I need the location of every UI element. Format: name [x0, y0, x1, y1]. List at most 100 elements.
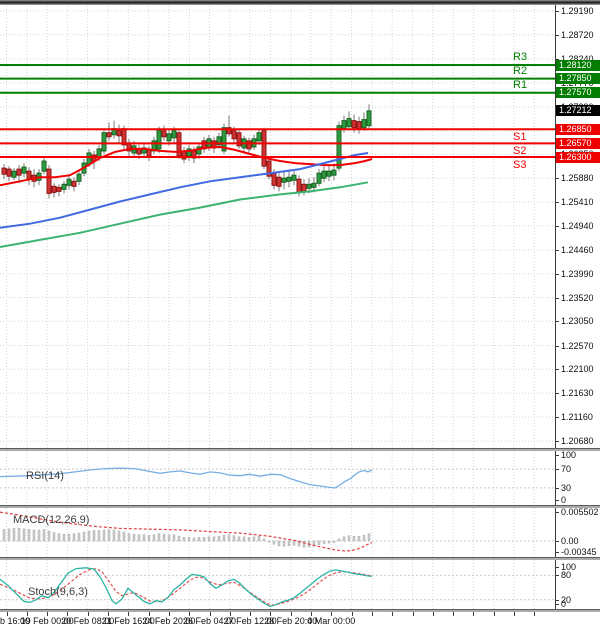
price-tick-label: 1.20680: [561, 436, 594, 447]
time-tick: [453, 612, 455, 616]
price-flag-r3: 1.28120: [556, 59, 600, 71]
time-tick: [514, 612, 515, 616]
macd-histogram-bar: [272, 540, 276, 545]
date-label: 21 Feb 16:00: [101, 616, 155, 626]
macd-histogram-bar: [332, 540, 336, 543]
macd-histogram-bar: [37, 529, 41, 542]
candle-bullish: [156, 130, 162, 150]
axis-tick: [555, 273, 559, 275]
candle-bullish: [311, 182, 317, 188]
axis-tick: [555, 250, 559, 251]
macd-histogram-bar: [217, 536, 221, 542]
macd-histogram-bar: [157, 533, 161, 542]
time-tick: [432, 612, 434, 616]
candle-bearish: [351, 120, 357, 129]
price-flag-bid: 1.27212: [556, 105, 600, 117]
candle-bearish: [246, 140, 252, 150]
time-tick: [270, 612, 272, 616]
date-label: 19 Feb 00:00: [20, 616, 74, 626]
macd-histogram-bar: [172, 534, 176, 542]
candle-bearish: [106, 132, 112, 138]
axis-tick: [555, 575, 559, 577]
stoch-axis-label: 100: [561, 562, 577, 572]
price-tick-label: 1.29190: [561, 5, 594, 16]
time-tick: [26, 612, 28, 616]
macd-axis-label: 0.00: [561, 536, 579, 546]
panel-separator[interactable]: [0, 505, 600, 508]
macd-histogram-bar: [162, 533, 166, 542]
stochastic-indicator-panel[interactable]: [0, 560, 555, 609]
rsi-indicator-panel[interactable]: [0, 451, 555, 505]
rsi-label: RSI(14): [26, 470, 64, 482]
price-tick-label: 1.25880: [561, 173, 594, 184]
macd-histogram-bar: [12, 528, 16, 542]
macd-histogram-bar: [207, 536, 211, 542]
candle-bullish: [256, 132, 262, 142]
macd-histogram-bar: [102, 529, 106, 542]
date-label: 20 Feb 08:00: [61, 616, 115, 626]
macd-histogram-bar: [267, 540, 271, 543]
candle-bearish: [296, 178, 302, 193]
axis-tick: [555, 599, 559, 601]
panel-separator[interactable]: [0, 609, 600, 612]
macd-histogram-bar: [32, 529, 36, 542]
candle-bullish: [96, 148, 102, 158]
time-tick: [67, 612, 69, 616]
time-tick: [412, 612, 414, 616]
axis-tick: [555, 58, 559, 60]
macd-histogram-bar: [177, 536, 181, 542]
stoch-axis-label: 80: [561, 570, 572, 581]
axis-tick: [555, 297, 559, 299]
time-tick: [311, 612, 312, 616]
candle-bearish: [301, 183, 307, 192]
price-tick-label: 1.22570: [561, 340, 594, 351]
main-price-chart[interactable]: [0, 0, 555, 448]
rsi-line: [0, 467, 373, 489]
macd-histogram-bar: [87, 530, 91, 542]
date-label: 26 Feb 04:00: [182, 616, 237, 626]
macd-indicator-panel[interactable]: [0, 508, 555, 557]
candle-bullish: [291, 174, 297, 181]
candle-bullish: [326, 170, 332, 177]
time-tick: [331, 612, 333, 616]
candle-bullish: [321, 170, 327, 179]
price-flag-r1: 1.27570: [556, 87, 600, 99]
time-tick: [87, 612, 89, 616]
stoch-axis-label: 0: [561, 599, 567, 609]
macd-histogram-bar: [17, 528, 21, 542]
price-tick-label: 1.23050: [561, 316, 594, 327]
candle-bearish: [276, 176, 282, 187]
time-tick: [371, 612, 373, 616]
macd-histogram-bar: [122, 531, 126, 542]
macd-histogram-bar: [72, 533, 76, 542]
macd-histogram-bar: [227, 534, 231, 542]
panel-separator[interactable]: [0, 448, 600, 451]
axis-tick: [555, 469, 559, 471]
macd-histogram-bar: [62, 533, 66, 542]
price-tick-label: 1.28720: [561, 29, 594, 40]
candle-bearish: [271, 172, 277, 186]
axis-tick: [555, 201, 559, 203]
stoch-axis-label: 20: [561, 594, 572, 605]
price-flag-s1: 1.26850: [556, 123, 600, 135]
panel-separator[interactable]: [0, 557, 600, 560]
macd-histogram-bar: [342, 536, 346, 542]
candle-bullish: [186, 148, 192, 157]
macd-axis-label: 0.005502: [561, 507, 599, 518]
time-tick: [290, 612, 292, 616]
candle-bullish: [66, 178, 72, 186]
time-tick: [250, 612, 252, 616]
macd-histogram-bar: [27, 529, 31, 542]
axis-tick: [555, 393, 559, 395]
time-tick: [209, 612, 211, 616]
macd-histogram-bar: [187, 537, 191, 542]
macd-histogram-bar: [242, 536, 246, 542]
macd-histogram-bar: [212, 536, 216, 542]
macd-histogram-bar: [52, 532, 56, 542]
macd-histogram-bar: [117, 530, 121, 542]
candle-bullish: [61, 183, 67, 190]
candle-bearish: [71, 180, 77, 187]
macd-histogram-bar: [197, 537, 201, 542]
price-tick-label: 1.21160: [561, 411, 593, 422]
